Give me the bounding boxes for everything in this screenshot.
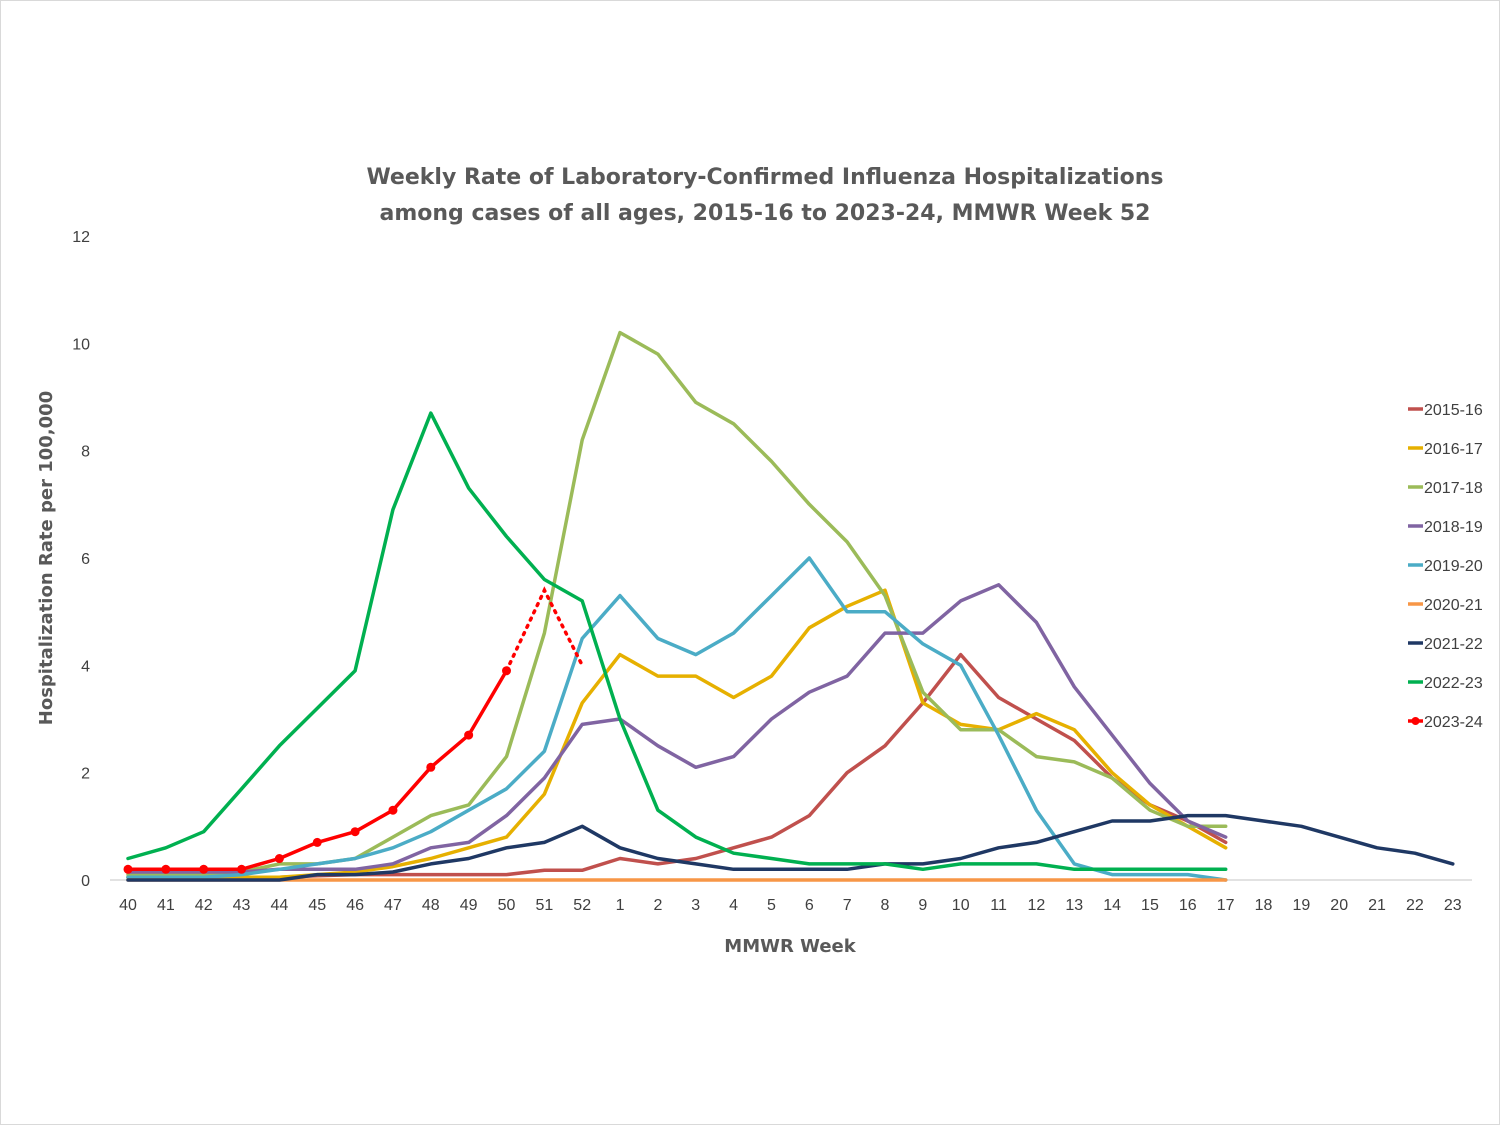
series-point-2023-24 xyxy=(312,837,322,847)
legend: 2015-16 2016-17 2017-18 2018-19 2019-20 2020-… xyxy=(1408,402,1483,731)
chart-title-line1: Weekly Rate of Laboratory-Confirmed Infl… xyxy=(366,165,1163,190)
series-point-2023-24 xyxy=(464,730,474,740)
x-tick-label: 51 xyxy=(535,897,553,914)
y-tick-label: 12 xyxy=(72,229,90,246)
x-tick-label: 23 xyxy=(1444,897,1462,914)
x-axis-title: MMWR Week xyxy=(724,936,856,957)
x-tick-label: 9 xyxy=(918,897,927,914)
x-tick-label: 4 xyxy=(729,897,738,914)
series-point-2023-24 xyxy=(123,864,133,874)
x-tick-label: 45 xyxy=(308,897,326,914)
y-tick-label: 0 xyxy=(81,873,90,890)
legend-label-2023-24: 2023-24 xyxy=(1424,714,1483,731)
x-tick-label: 19 xyxy=(1292,897,1310,914)
x-tick-label: 1 xyxy=(616,897,625,914)
x-tick-label: 7 xyxy=(843,897,852,914)
x-tick-label: 14 xyxy=(1103,897,1121,914)
x-tick-label: 16 xyxy=(1179,897,1197,914)
legend-label-2019-20: 2019-20 xyxy=(1424,558,1483,575)
x-tick-label: 12 xyxy=(1028,897,1046,914)
y-axis-title: Hospitalization Rate per 100,000 xyxy=(36,391,57,725)
x-tick-label: 43 xyxy=(233,897,251,914)
x-tick-label: 40 xyxy=(119,897,137,914)
series-projection-2023-24 xyxy=(504,586,584,673)
x-tick-label: 5 xyxy=(767,897,776,914)
series-point-2023-24 xyxy=(388,805,398,815)
x-tick-label: 41 xyxy=(157,897,175,914)
legend-marker-2023-24 xyxy=(1411,717,1420,725)
legend-label-2021-22: 2021-22 xyxy=(1424,636,1483,653)
series-point-2023-24 xyxy=(426,762,436,772)
series-point-2023-24 xyxy=(350,827,360,837)
x-tick-label: 18 xyxy=(1255,897,1273,914)
series-line-2022-23 xyxy=(126,411,1228,872)
series-line-2017-18 xyxy=(126,330,1228,877)
y-tick-label: 2 xyxy=(81,766,90,783)
y-tick-label: 10 xyxy=(72,336,90,353)
x-tick-label: 42 xyxy=(195,897,213,914)
x-tick-label: 11 xyxy=(990,897,1007,914)
x-tick-label: 52 xyxy=(573,897,591,914)
x-tick-label: 47 xyxy=(384,897,402,914)
legend-label-2022-23: 2022-23 xyxy=(1424,675,1483,692)
x-tick-label: 44 xyxy=(271,897,289,914)
x-tick-label: 22 xyxy=(1406,897,1424,914)
legend-label-2015-16: 2015-16 xyxy=(1424,402,1483,419)
series-lines xyxy=(123,330,1455,882)
x-tick-label: 21 xyxy=(1368,897,1386,914)
x-tick-label: 2 xyxy=(653,897,662,914)
legend-label-2016-17: 2016-17 xyxy=(1424,441,1483,458)
legend-label-2017-18: 2017-18 xyxy=(1424,480,1483,497)
x-tick-label: 49 xyxy=(460,897,478,914)
series-line-2019-20 xyxy=(126,556,1228,882)
x-tick-label: 6 xyxy=(805,897,814,914)
legend-label-2020-21: 2020-21 xyxy=(1424,597,1483,614)
series-line-2018-19 xyxy=(126,583,1228,874)
legend-label-2018-19: 2018-19 xyxy=(1424,519,1483,536)
y-tick-label: 6 xyxy=(81,551,90,568)
series-point-2023-24 xyxy=(502,666,511,676)
x-tick-label: 10 xyxy=(952,897,970,914)
x-tick-label: 50 xyxy=(498,897,516,914)
y-tick-labels: 0 2 4 6 8 10 12 xyxy=(72,229,90,890)
x-tick-label: 3 xyxy=(691,897,700,914)
x-tick-label: 13 xyxy=(1065,897,1083,914)
series-point-2023-24 xyxy=(274,854,284,864)
x-tick-label: 15 xyxy=(1141,897,1159,914)
chart-title-line2: among cases of all ages, 2015-16 to 2023… xyxy=(380,201,1151,226)
x-tick-label: 17 xyxy=(1217,897,1235,914)
x-tick-label: 48 xyxy=(422,897,440,914)
series-line-2021-22 xyxy=(126,813,1455,882)
series-point-2023-24 xyxy=(199,864,209,874)
x-tick-labels: 40 41 42 43 44 45 46 47 48 49 50 51 52 1 2 3 4 5 6 7 8 9 10 11 1… xyxy=(119,897,1462,914)
y-tick-label: 4 xyxy=(81,658,90,675)
x-tick-label: 8 xyxy=(881,897,890,914)
x-tick-label: 20 xyxy=(1330,897,1348,914)
series-point-2023-24 xyxy=(237,864,247,874)
series-point-2023-24 xyxy=(161,864,171,874)
y-tick-label: 8 xyxy=(81,444,90,461)
x-tick-label: 46 xyxy=(346,897,364,914)
